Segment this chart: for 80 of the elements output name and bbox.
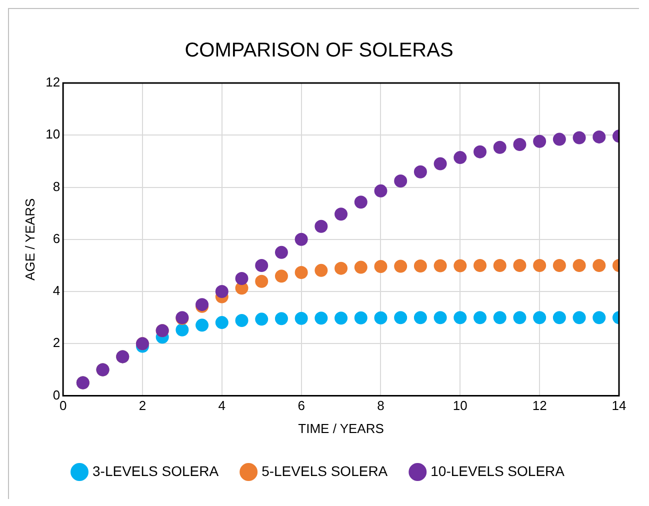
point xyxy=(513,311,526,324)
point xyxy=(354,260,368,274)
point xyxy=(176,323,189,336)
point xyxy=(274,246,288,259)
y-tick-label: 10 xyxy=(46,126,60,142)
point xyxy=(235,272,248,285)
point xyxy=(533,134,546,148)
x-tick-label: 8 xyxy=(377,398,384,414)
point xyxy=(513,138,526,152)
point xyxy=(533,311,546,324)
x-tick-label: 14 xyxy=(612,398,626,414)
point xyxy=(255,258,268,272)
x-tick-label: 2 xyxy=(138,398,146,414)
point xyxy=(533,258,546,272)
y-tick-label: 12 xyxy=(46,74,60,90)
point xyxy=(294,312,308,325)
x-tick-label: 4 xyxy=(218,398,226,414)
x-axis-title: TIME / YEARS xyxy=(298,420,384,436)
point xyxy=(334,208,348,221)
point xyxy=(552,258,566,272)
point xyxy=(592,258,606,272)
point xyxy=(513,258,526,272)
point xyxy=(235,314,248,327)
point xyxy=(374,184,388,198)
point xyxy=(354,311,368,324)
legend-label: 3-LEVELS SOLERA xyxy=(92,462,220,479)
point xyxy=(454,311,467,324)
point xyxy=(474,311,487,324)
y-tick-label: 2 xyxy=(52,335,60,350)
x-tick-label: 12 xyxy=(532,398,547,414)
point xyxy=(354,196,368,209)
legend-label: 10-LEVELS SOLERA xyxy=(430,462,566,479)
y-axis-title: AGE / YEARS xyxy=(22,198,38,280)
point xyxy=(196,318,209,332)
point xyxy=(572,131,586,144)
point xyxy=(414,311,427,324)
point xyxy=(572,311,586,324)
x-tick-label: 6 xyxy=(298,398,305,414)
point xyxy=(493,140,506,154)
point xyxy=(434,259,447,272)
point xyxy=(552,132,566,146)
point xyxy=(314,220,328,233)
point xyxy=(215,285,228,298)
point xyxy=(493,258,506,272)
point xyxy=(414,259,427,272)
y-tick-label: 4 xyxy=(52,283,60,298)
point xyxy=(474,145,487,158)
point xyxy=(334,312,348,325)
point xyxy=(434,311,447,324)
point xyxy=(414,165,427,178)
point xyxy=(552,311,566,324)
point xyxy=(454,259,467,272)
x-tick-label: 10 xyxy=(452,398,468,414)
point xyxy=(374,311,388,324)
y-tick-label: 6 xyxy=(52,230,60,246)
point xyxy=(394,311,408,324)
point xyxy=(592,311,606,324)
point xyxy=(572,258,586,272)
point xyxy=(215,316,228,330)
y-tick-label: 0 xyxy=(52,387,60,402)
point xyxy=(474,258,487,272)
point xyxy=(294,266,308,280)
point xyxy=(493,311,506,324)
point xyxy=(434,157,447,170)
point xyxy=(314,312,328,325)
chart-title: COMPARISON OF SOLERAS xyxy=(184,40,454,62)
point xyxy=(394,260,408,273)
point xyxy=(274,312,288,326)
legend-label: 5-LEVELS SOLERA xyxy=(262,462,388,479)
point xyxy=(255,274,268,288)
point xyxy=(294,232,308,246)
point xyxy=(314,264,328,277)
point xyxy=(255,312,268,326)
point xyxy=(334,262,348,275)
point xyxy=(394,174,408,188)
y-tick-label: 8 xyxy=(52,178,60,194)
point xyxy=(274,270,288,283)
point xyxy=(374,260,388,274)
point xyxy=(592,130,606,144)
point xyxy=(454,151,467,164)
